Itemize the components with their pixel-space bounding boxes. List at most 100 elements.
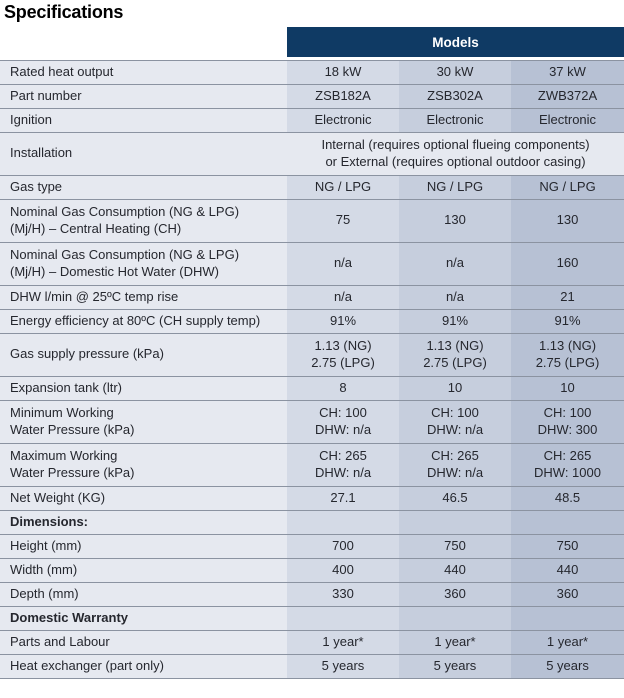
table-row: Part number ZSB182A ZSB302A ZWB372A: [0, 83, 624, 108]
table-row: Height (mm) 700 750 750: [0, 533, 624, 558]
models-header: Models: [287, 27, 624, 57]
cell-model2: CH: 100 DHW: n/a: [399, 399, 511, 443]
cell-model1: 91%: [287, 308, 399, 333]
row-label: Ignition: [0, 107, 287, 132]
row-label: Expansion tank (ltr): [0, 375, 287, 400]
cell-model3: [511, 605, 624, 630]
cell-model1: 5 years: [287, 653, 399, 679]
cell-model3: 10: [511, 375, 624, 400]
cell-model1: 27.1: [287, 485, 399, 510]
cell-model3: 21: [511, 284, 624, 309]
cell-model2: CH: 265 DHW: n/a: [399, 442, 511, 486]
cell-model1: [287, 605, 399, 630]
cell-model2: n/a: [399, 284, 511, 309]
cell-model2: 46.5: [399, 485, 511, 510]
cell-model2: 130: [399, 198, 511, 242]
cell-span-all-models: Internal (requires optional flueing comp…: [287, 131, 624, 175]
table-row: Installation Internal (requires optional…: [0, 131, 624, 175]
table-row: Energy efficiency at 80ºC (CH supply tem…: [0, 308, 624, 333]
cell-model1: NG / LPG: [287, 174, 399, 199]
cell-model3: CH: 100 DHW: 300: [511, 399, 624, 443]
cell-model2: Electronic: [399, 107, 511, 132]
cell-model1: n/a: [287, 241, 399, 285]
section-row: Dimensions:: [0, 509, 624, 534]
row-label: Installation: [0, 131, 287, 175]
cell-model1: 75: [287, 198, 399, 242]
specifications-table: Models Rated heat output 18 kW 30 kW 37 …: [0, 27, 624, 679]
cell-model3: Electronic: [511, 107, 624, 132]
cell-model1: 700: [287, 533, 399, 558]
cell-model3: 1.13 (NG) 2.75 (LPG): [511, 332, 624, 376]
cell-model2: 360: [399, 581, 511, 606]
cell-model3: 160: [511, 241, 624, 285]
table-row: Gas type NG / LPG NG / LPG NG / LPG: [0, 174, 624, 199]
row-label: Net Weight (KG): [0, 485, 287, 510]
row-label: Nominal Gas Consumption (NG & LPG) (Mj/H…: [0, 241, 287, 285]
cell-model1: n/a: [287, 284, 399, 309]
cell-model1: CH: 100 DHW: n/a: [287, 399, 399, 443]
cell-model1: 400: [287, 557, 399, 582]
cell-model1: 1 year*: [287, 629, 399, 654]
table-row: Nominal Gas Consumption (NG & LPG) (Mj/H…: [0, 241, 624, 285]
cell-model1: 8: [287, 375, 399, 400]
row-label: Maximum Working Water Pressure (kPa): [0, 442, 287, 486]
row-label: DHW l/min @ 25ºC temp rise: [0, 284, 287, 309]
table-row: Gas supply pressure (kPa) 1.13 (NG) 2.75…: [0, 332, 624, 376]
table-row: Expansion tank (ltr) 8 10 10: [0, 375, 624, 400]
row-label: Depth (mm): [0, 581, 287, 606]
cell-model2: 10: [399, 375, 511, 400]
cell-model1: CH: 265 DHW: n/a: [287, 442, 399, 486]
row-label: Gas type: [0, 174, 287, 199]
cell-model2: 1.13 (NG) 2.75 (LPG): [399, 332, 511, 376]
table-row: Depth (mm) 330 360 360: [0, 581, 624, 606]
row-label: Gas supply pressure (kPa): [0, 332, 287, 376]
cell-model2: 91%: [399, 308, 511, 333]
cell-model3: 5 years: [511, 653, 624, 679]
cell-model3: 360: [511, 581, 624, 606]
cell-model2: ZSB302A: [399, 83, 511, 108]
section-label: Domestic Warranty: [0, 605, 287, 630]
section-row: Domestic Warranty: [0, 605, 624, 630]
cell-model2: 5 years: [399, 653, 511, 679]
cell-model2: 30 kW: [399, 59, 511, 84]
cell-model3: NG / LPG: [511, 174, 624, 199]
cell-model3: 440: [511, 557, 624, 582]
cell-model1: ZSB182A: [287, 83, 399, 108]
table-row: Rated heat output 18 kW 30 kW 37 kW: [0, 59, 624, 84]
row-label: Part number: [0, 83, 287, 108]
table-row: Net Weight (KG) 27.1 46.5 48.5: [0, 485, 624, 510]
row-label: Parts and Labour: [0, 629, 287, 654]
header-empty-cell: [0, 27, 287, 57]
cell-model3: [511, 509, 624, 534]
row-label: Energy efficiency at 80ºC (CH supply tem…: [0, 308, 287, 333]
cell-model2: 440: [399, 557, 511, 582]
row-label: Nominal Gas Consumption (NG & LPG) (Mj/H…: [0, 198, 287, 242]
table-row: Nominal Gas Consumption (NG & LPG) (Mj/H…: [0, 198, 624, 242]
cell-model1: 18 kW: [287, 59, 399, 84]
table-row: Width (mm) 400 440 440: [0, 557, 624, 582]
cell-model2: [399, 605, 511, 630]
section-label: Dimensions:: [0, 509, 287, 534]
table-row: Ignition Electronic Electronic Electroni…: [0, 107, 624, 132]
cell-model3: ZWB372A: [511, 83, 624, 108]
row-label: Minimum Working Water Pressure (kPa): [0, 399, 287, 443]
table-header-row: Models: [0, 27, 624, 57]
cell-model2: 750: [399, 533, 511, 558]
cell-model1: 330: [287, 581, 399, 606]
cell-model3: 130: [511, 198, 624, 242]
cell-model3: 91%: [511, 308, 624, 333]
table-row: Parts and Labour 1 year* 1 year* 1 year*: [0, 629, 624, 654]
cell-model2: [399, 509, 511, 534]
cell-model2: n/a: [399, 241, 511, 285]
table-row: Maximum Working Water Pressure (kPa) CH:…: [0, 442, 624, 486]
cell-model2: NG / LPG: [399, 174, 511, 199]
header-spacer: [0, 57, 624, 60]
cell-model1: [287, 509, 399, 534]
cell-model3: 48.5: [511, 485, 624, 510]
table-row: DHW l/min @ 25ºC temp rise n/a n/a 21: [0, 284, 624, 309]
table-row: Minimum Working Water Pressure (kPa) CH:…: [0, 399, 624, 443]
row-label: Heat exchanger (part only): [0, 653, 287, 679]
cell-model3: 37 kW: [511, 59, 624, 84]
row-label: Rated heat output: [0, 59, 287, 84]
row-label: Height (mm): [0, 533, 287, 558]
